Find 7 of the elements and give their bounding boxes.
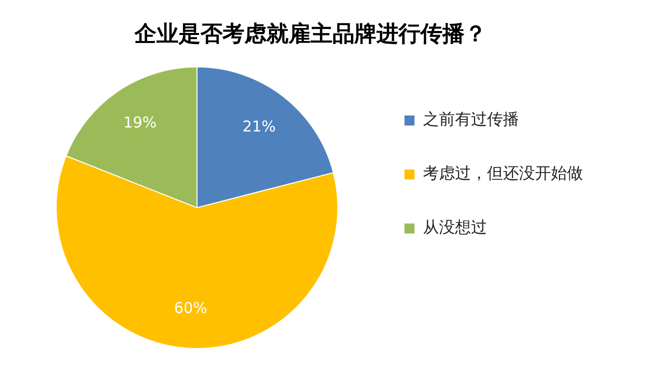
- legend-label: 之前有过传播: [423, 110, 519, 129]
- data-label: 21%: [242, 117, 276, 136]
- data-label: 60%: [174, 298, 208, 317]
- chart-title: 企业是否考虑就雇主品牌进行传播？: [134, 20, 486, 47]
- data-label: 19%: [123, 114, 157, 132]
- legend-label: 考虑过，但还没开始做: [423, 164, 583, 183]
- legend-label: 从没想过: [423, 218, 487, 237]
